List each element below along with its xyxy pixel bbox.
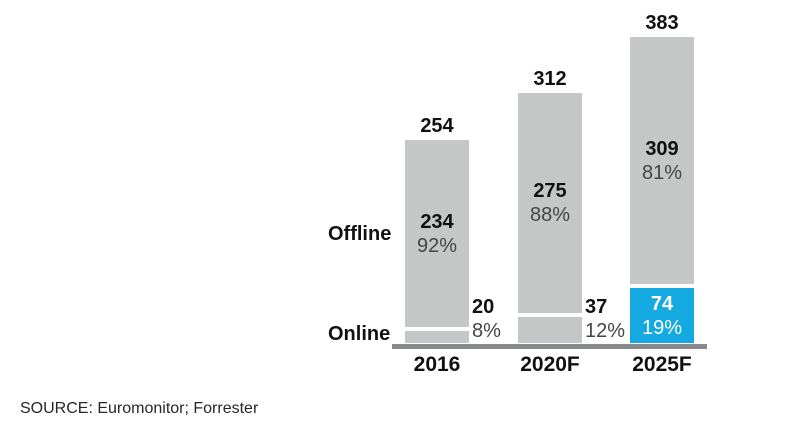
offline-percent-2016: 92% (416, 234, 458, 257)
offline-segment-2020f: 275 88% (518, 93, 582, 313)
online-callout-2016: 20 8% (472, 295, 501, 343)
online-value-2020f: 37 (585, 296, 608, 318)
online-percent-2016: 8% (472, 320, 501, 342)
total-label-2016: 254 (420, 115, 454, 137)
bar-2020f: 275 88% (518, 93, 582, 343)
category-label-2025f: 2025F (632, 353, 692, 376)
offline-percent-2020f: 88% (529, 204, 571, 226)
online-value-2025f: 74 (650, 292, 674, 315)
online-value-2016: 20 (472, 296, 495, 318)
offline-segment-2025f: 309 81% (630, 37, 694, 284)
segment-divider (630, 284, 694, 288)
online-segment-2020f (518, 317, 582, 343)
online-segment-2016 (405, 331, 469, 343)
online-percent-2025f: 19% (641, 316, 683, 339)
segment-divider (405, 327, 469, 331)
source-note: SOURCE: Euromonitor; Forrester (20, 400, 259, 417)
offline-value-2025f: 309 (645, 137, 679, 160)
bar-2016: 234 92% (405, 140, 469, 343)
online-segment-2025f: 74 19% (630, 288, 694, 343)
category-label-2016: 2016 (413, 353, 461, 376)
bar-2025f: 309 81% 74 19% (630, 37, 694, 343)
x-axis-line (392, 344, 707, 349)
online-callout-2020f: 37 12% (585, 295, 625, 343)
category-label-2020f: 2020F (520, 353, 580, 376)
offline-segment-2016: 234 92% (405, 140, 469, 327)
total-label-2020f: 312 (533, 68, 567, 90)
segment-divider (518, 313, 582, 317)
offline-percent-2025f: 81% (641, 161, 683, 184)
offline-value-2020f: 275 (533, 180, 567, 202)
offline-series-label: Offline (328, 223, 392, 245)
online-percent-2020f: 12% (585, 320, 626, 342)
offline-value-2016: 234 (420, 210, 454, 233)
total-label-2025f: 383 (645, 12, 679, 34)
online-series-label: Online (328, 323, 391, 345)
